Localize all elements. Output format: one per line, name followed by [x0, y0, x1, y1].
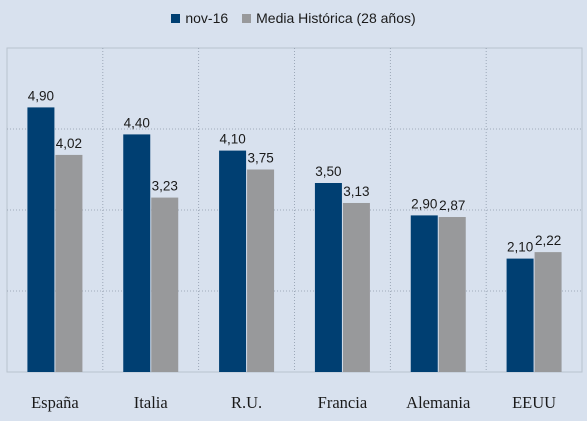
bar-nov-16-españa	[27, 107, 55, 373]
value-label-nov-16-alemania: 2,90	[411, 196, 437, 211]
category-label-eeuu: EEUU	[512, 393, 556, 412]
bar-nov-16-alemania	[410, 215, 438, 372]
legend-item-nov-16: nov-16	[171, 10, 228, 26]
chart-legend: nov-16 Media Histórica (28 años)	[0, 10, 587, 26]
legend-swatch-media-historica	[242, 13, 252, 23]
bar-nov-16-r-u	[219, 150, 247, 372]
category-label-españa: España	[31, 393, 79, 412]
bar-nov-16-italia	[123, 134, 151, 372]
bar-media-historica-alemania	[438, 217, 466, 372]
value-label-nov-16-francia: 3,50	[315, 164, 341, 179]
value-label-media-historica-eeuu: 2,22	[535, 233, 561, 248]
value-label-media-historica-francia: 3,13	[343, 184, 369, 199]
bar-nov-16-eeuu	[506, 258, 534, 372]
legend-label-nov-16: nov-16	[185, 10, 229, 26]
bar-media-historica-francia	[342, 202, 370, 372]
bar-media-historica-r-u	[247, 169, 275, 372]
legend-swatch-nov-16	[171, 13, 181, 23]
legend-item-media-historica: Media Histórica (28 años)	[242, 10, 416, 26]
value-label-media-historica-italia: 3,23	[152, 179, 178, 194]
bar-media-historica-españa	[55, 154, 83, 372]
value-label-media-historica-españa: 4,02	[56, 136, 82, 151]
category-label-italia: Italia	[134, 393, 169, 412]
value-label-media-historica-alemania: 2,87	[439, 198, 465, 213]
category-label-francia: Francia	[318, 393, 368, 412]
value-label-nov-16-italia: 4,40	[124, 115, 150, 130]
value-label-nov-16-españa: 4,90	[28, 88, 54, 103]
value-label-nov-16-eeuu: 2,10	[507, 240, 533, 255]
bar-media-historica-eeuu	[534, 252, 562, 372]
legend-label-media-historica: Media Histórica (28 años)	[256, 10, 416, 26]
bar-media-historica-italia	[151, 197, 179, 372]
value-label-nov-16-r-u: 4,10	[219, 132, 245, 147]
category-label-r-u: R.U.	[231, 393, 262, 412]
bar-nov-16-francia	[314, 183, 342, 372]
category-label-alemania: Alemania	[406, 393, 471, 412]
value-label-media-historica-r-u: 3,75	[247, 151, 273, 166]
